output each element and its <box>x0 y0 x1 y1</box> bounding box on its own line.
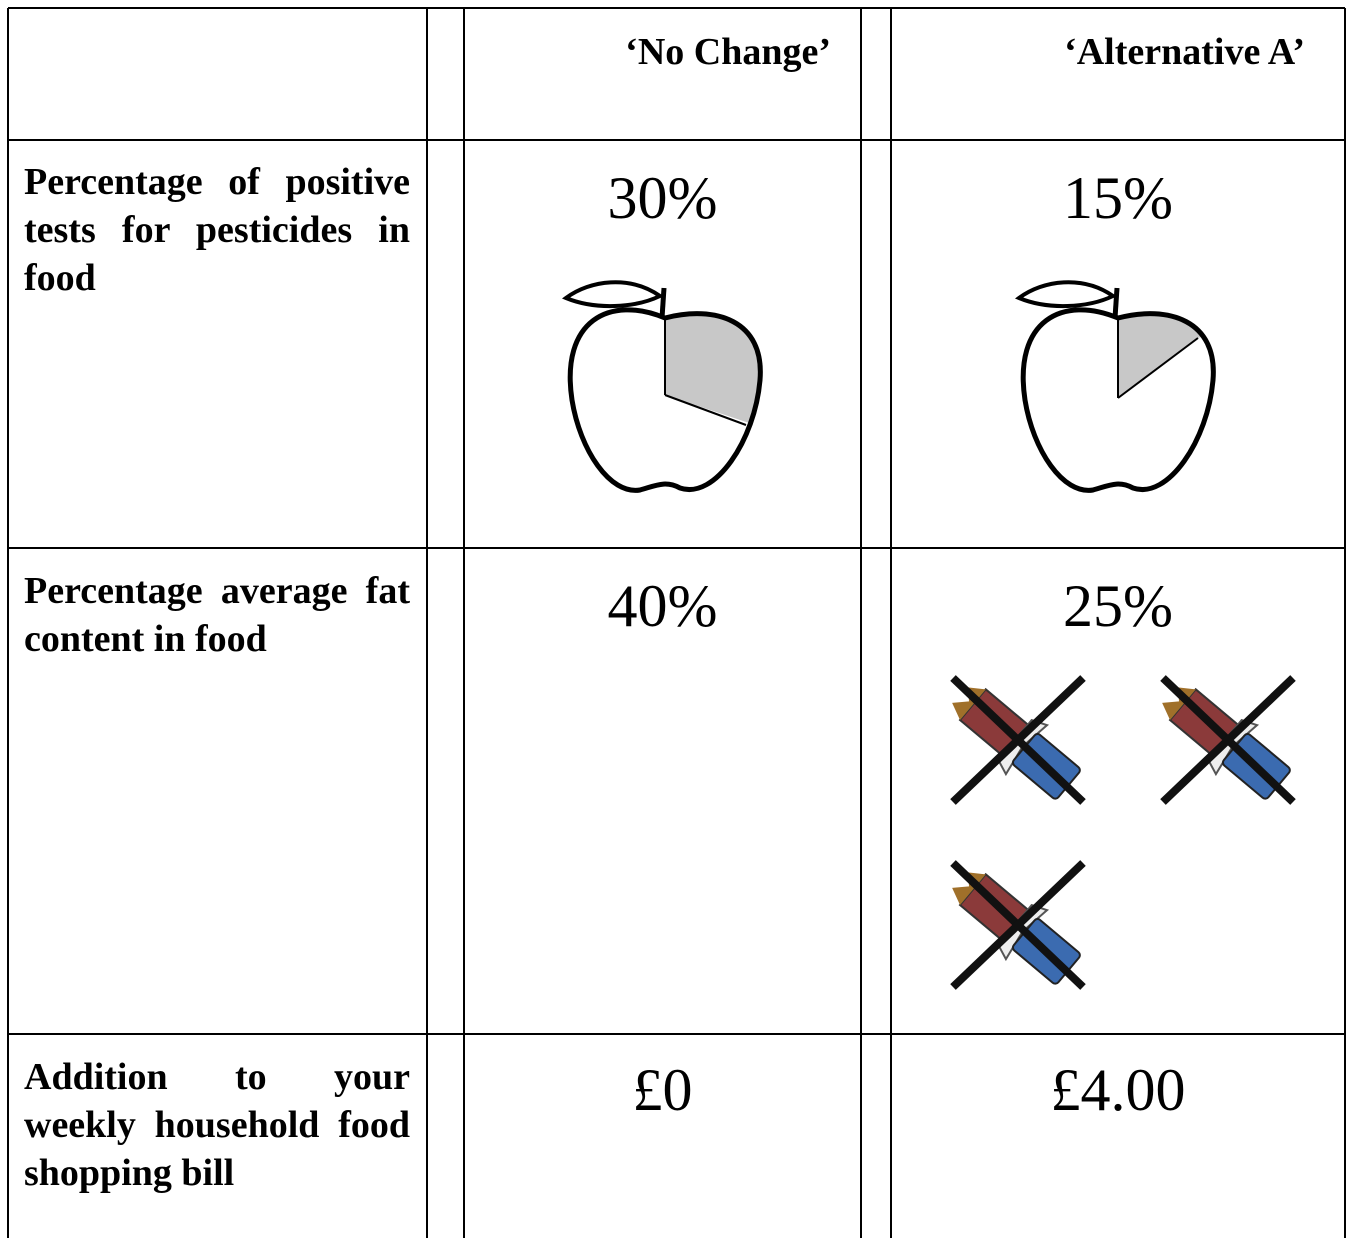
row-label: Percentage of positive tests for pestici… <box>24 161 410 299</box>
apple-icon <box>561 280 763 493</box>
crossed-snack-icon <box>939 854 1089 994</box>
crossed-snack-icon <box>939 669 1089 809</box>
row-label: Addition to your weekly household food s… <box>24 1056 410 1194</box>
apple-icon <box>1014 280 1216 493</box>
cell-value: 15% <box>1063 165 1173 231</box>
cell-value: £0 <box>632 1057 693 1123</box>
row-label: Percentage average fat content in food <box>24 570 410 660</box>
cell-value: 40% <box>607 573 718 639</box>
cell-value: 30% <box>607 165 718 231</box>
cell-value: 25% <box>1063 573 1173 639</box>
grid-lines <box>7 7 1346 1238</box>
column-header: ‘Alternative A’ <box>1064 31 1305 73</box>
cell-value: £4.00 <box>1050 1057 1186 1123</box>
column-header: ‘No Change’ <box>625 31 831 73</box>
crossed-snack-icon <box>1149 669 1299 809</box>
